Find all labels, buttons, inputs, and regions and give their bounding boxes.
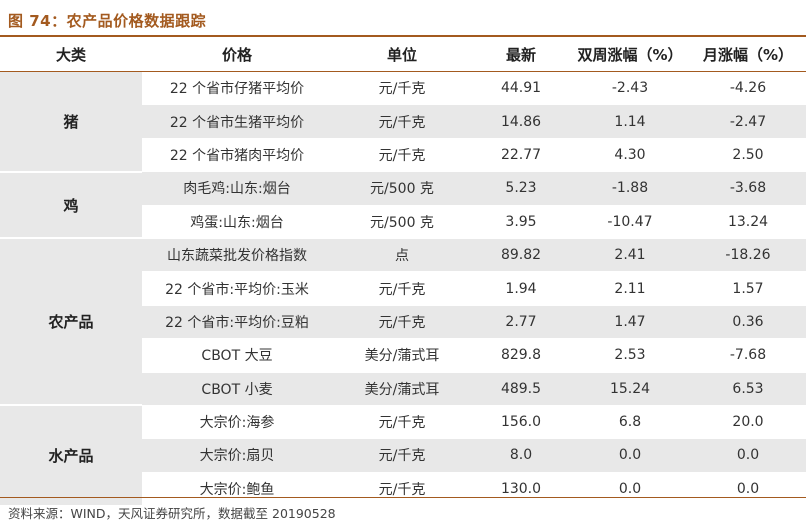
- latest-cell: 156.0: [472, 405, 570, 440]
- header-biweekly: 双周涨幅（%）: [570, 37, 690, 72]
- monthly-change-cell: 0.36: [690, 305, 806, 340]
- biweekly-change-cell: -10.47: [570, 205, 690, 239]
- unit-cell: 元/500 克: [332, 171, 472, 206]
- category-cell: 猪: [0, 71, 142, 173]
- biweekly-change-cell: 15.24: [570, 372, 690, 406]
- latest-cell: 829.8: [472, 338, 570, 373]
- biweekly-change-cell: 1.14: [570, 104, 690, 139]
- monthly-change-cell: -7.68: [690, 338, 806, 373]
- price-name-cell: 肉毛鸡:山东:烟台: [142, 171, 332, 206]
- monthly-change-cell: -3.68: [690, 171, 806, 206]
- biweekly-change-cell: -2.43: [570, 71, 690, 106]
- header-monthly: 月涨幅（%）: [690, 37, 806, 72]
- unit-cell: 元/千克: [332, 305, 472, 340]
- footer-divider: [0, 497, 806, 498]
- category-cell: 鸡: [0, 171, 142, 240]
- unit-cell: 元/千克: [332, 405, 472, 440]
- monthly-change-cell: 2.50: [690, 138, 806, 173]
- unit-cell: 元/千克: [332, 438, 472, 473]
- table-row: 大宗价:鲍鱼 元/千克 130.0 0.0 0.0: [0, 472, 806, 507]
- biweekly-change-cell: -1.88: [570, 171, 690, 206]
- unit-cell: 元/千克: [332, 472, 472, 507]
- price-name-cell: 鸡蛋:山东:烟台: [142, 205, 332, 239]
- monthly-change-cell: -4.26: [690, 71, 806, 106]
- biweekly-change-cell: 2.53: [570, 338, 690, 373]
- unit-cell: 元/千克: [332, 138, 472, 173]
- biweekly-change-cell: 0.0: [570, 472, 690, 507]
- header-category: 大类: [0, 37, 142, 72]
- category-cell: 水产品: [0, 405, 142, 507]
- monthly-change-cell: 1.57: [690, 271, 806, 306]
- price-name-cell: 山东蔬菜批发价格指数: [142, 238, 332, 273]
- price-name-cell: CBOT 小麦: [142, 372, 332, 406]
- source-note: 资料来源：WIND，天风证券研究所，数据截至 20190528: [8, 506, 336, 521]
- latest-cell: 44.91: [472, 71, 570, 106]
- header-price: 价格: [142, 37, 332, 72]
- unit-cell: 元/千克: [332, 271, 472, 306]
- unit-cell: 元/千克: [332, 104, 472, 139]
- monthly-change-cell: 6.53: [690, 372, 806, 406]
- monthly-change-cell: 20.0: [690, 405, 806, 440]
- latest-cell: 3.95: [472, 205, 570, 239]
- monthly-change-cell: 0.0: [690, 472, 806, 507]
- unit-cell: 元/千克: [332, 71, 472, 106]
- table-row: 农产品 山东蔬菜批发价格指数点 89.82 2.41 -18.26: [0, 238, 806, 407]
- latest-cell: 8.0: [472, 438, 570, 473]
- price-name-cell: 22 个省市:平均价:豆粕: [142, 305, 332, 340]
- unit-cell: 美分/蒲式耳: [332, 372, 472, 406]
- price-name-cell: 22 个省市仔猪平均价: [142, 71, 332, 106]
- price-name-cell: 大宗价:扇贝: [142, 438, 332, 473]
- monthly-change-cell: -18.26: [690, 238, 806, 273]
- latest-cell: 14.86: [472, 104, 570, 139]
- figure-title: 图 74：农产品价格数据跟踪: [8, 12, 207, 30]
- unit-cell: 元/500 克: [332, 205, 472, 239]
- price-name-cell: 22 个省市生猪平均价: [142, 104, 332, 139]
- header-unit: 单位: [332, 37, 472, 72]
- price-name-cell: 大宗价:鲍鱼: [142, 472, 332, 507]
- price-name-cell: 22 个省市猪肉平均价: [142, 138, 332, 173]
- table-row: 22 个省市:平均价:豆粕 元/千克 2.77 1.47 0.36: [0, 305, 806, 340]
- unit-cell: 点: [332, 238, 472, 273]
- monthly-change-cell: 13.24: [690, 205, 806, 239]
- biweekly-change-cell: 6.8: [570, 405, 690, 440]
- table-row: CBOT 大豆 美分/蒲式耳 829.8 2.53 -7.68: [0, 338, 806, 373]
- title-divider: [0, 35, 806, 37]
- header-latest: 最新: [472, 37, 570, 72]
- biweekly-change-cell: 1.47: [570, 305, 690, 340]
- latest-cell: 130.0: [472, 472, 570, 507]
- table-row: 猪 22 个省市仔猪平均价 元/千克 44.91 -2.43 -4.26: [0, 71, 806, 173]
- latest-cell: 1.94: [472, 271, 570, 306]
- table-row: 鸡蛋:山东:烟台 元/500 克 3.95 -10.47 13.24: [0, 205, 806, 239]
- price-table: 大类 价格 单位 最新 双周涨幅（%） 月涨幅（%） 猪 22 个省市仔猪平均价元…: [0, 37, 806, 507]
- latest-cell: 489.5: [472, 372, 570, 406]
- table-row: 22 个省市生猪平均价 元/千克 14.86 1.14 -2.47: [0, 104, 806, 139]
- table-row: CBOT 小麦 美分/蒲式耳 489.5 15.24 6.53: [0, 372, 806, 406]
- table-row: 大宗价:扇贝 元/千克 8.0 0.0 0.0: [0, 438, 806, 473]
- biweekly-change-cell: 0.0: [570, 438, 690, 473]
- latest-cell: 89.82: [472, 238, 570, 273]
- monthly-change-cell: -2.47: [690, 104, 806, 139]
- biweekly-change-cell: 2.41: [570, 238, 690, 273]
- latest-cell: 5.23: [472, 171, 570, 206]
- latest-cell: 2.77: [472, 305, 570, 340]
- category-cell: 农产品: [0, 238, 142, 407]
- biweekly-change-cell: 4.30: [570, 138, 690, 173]
- monthly-change-cell: 0.0: [690, 438, 806, 473]
- table-row: 22 个省市猪肉平均价 元/千克 22.77 4.30 2.50: [0, 138, 806, 173]
- latest-cell: 22.77: [472, 138, 570, 173]
- biweekly-change-cell: 2.11: [570, 271, 690, 306]
- unit-cell: 美分/蒲式耳: [332, 338, 472, 373]
- price-name-cell: CBOT 大豆: [142, 338, 332, 373]
- price-name-cell: 大宗价:海参: [142, 405, 332, 440]
- header-row: 大类 价格 单位 最新 双周涨幅（%） 月涨幅（%）: [0, 37, 806, 72]
- table-row: 鸡肉毛鸡:山东:烟台 元/500 克 5.23 -1.88 -3.68: [0, 171, 806, 240]
- table-row: 水产品 大宗价:海参 元/千克 156.0 6.8 20.0: [0, 405, 806, 507]
- table-row: 22 个省市:平均价:玉米 元/千克 1.94 2.11 1.57: [0, 271, 806, 306]
- price-name-cell: 22 个省市:平均价:玉米: [142, 271, 332, 306]
